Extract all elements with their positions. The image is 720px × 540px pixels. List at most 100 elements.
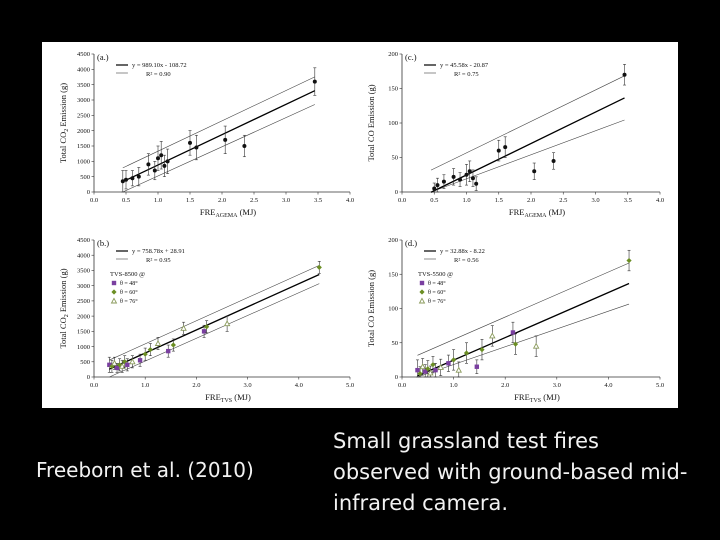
data-point	[430, 362, 436, 368]
y-tick-label: 4000	[77, 67, 90, 74]
data-point	[204, 324, 210, 330]
y-tick-label: 200	[388, 51, 398, 58]
data-point	[242, 144, 247, 148]
series-legend-entry: θ = 60°	[428, 289, 446, 296]
data-point	[125, 362, 130, 368]
data-point	[489, 332, 496, 339]
description-caption: Small grassland test fires observed with…	[333, 429, 688, 515]
x-tick-label: 0.0	[90, 382, 98, 389]
data-point	[124, 177, 128, 182]
y-tick-label: 150	[388, 86, 398, 93]
lower-confidence-line	[417, 303, 630, 378]
y-tick-label: 3000	[77, 97, 90, 104]
fit-r2: R² = 0.90	[146, 71, 171, 78]
lower-confidence-line	[430, 119, 625, 193]
x-tick-label: 1.5	[495, 197, 503, 204]
panel-label: (c.)	[405, 52, 417, 62]
x-tick-label: 5.0	[656, 382, 664, 389]
data-point	[425, 366, 431, 372]
x-tick-label: 2.0	[192, 382, 200, 389]
data-point	[147, 347, 153, 353]
y-axis-label: Total CO2 Emission (g)	[58, 268, 70, 348]
panel-1: 0.0 0.5 1.0 1.5 2.0 2.5 3.0 3.5 4.0 0 500 1000 1500 2…	[58, 51, 354, 219]
x-tick-label: 2.5	[559, 197, 567, 204]
series-legend-entry: θ = 76°	[428, 298, 446, 305]
y-tick-label: 0	[87, 189, 90, 196]
series-legend-marker	[419, 289, 425, 295]
y-tick-label: 1000	[77, 344, 90, 351]
data-point	[146, 162, 151, 167]
x-tick-label: 1.0	[450, 382, 458, 389]
figure-panel: 0.0 0.5 1.0 1.5 2.0 2.5 3.0 3.5 4.0 0 500 1000 1500 2…	[42, 42, 678, 408]
x-tick-label: 4.0	[604, 382, 612, 389]
y-tick-label: 4500	[77, 237, 90, 244]
y-tick-label: 2000	[77, 128, 90, 135]
lower-confidence-line	[122, 104, 315, 193]
y-tick-label: 1500	[77, 329, 90, 336]
y-tick-label: 3500	[77, 82, 90, 89]
data-point	[532, 169, 537, 174]
x-tick-label: 2.0	[527, 197, 535, 204]
lower-confidence-line	[109, 283, 320, 378]
regression-line	[430, 97, 625, 193]
data-point	[451, 357, 457, 363]
data-point	[107, 362, 112, 368]
data-point	[441, 179, 446, 184]
fit-equation: y = 45.58x - 20.87	[440, 62, 489, 69]
x-tick-label: 1.0	[154, 197, 162, 204]
fit-r2: R² = 0.95	[146, 257, 171, 264]
x-tick-label: 0.0	[398, 382, 406, 389]
x-tick-label: 3.0	[244, 382, 252, 389]
y-tick-label: 3500	[77, 268, 90, 275]
x-tick-label: 1.0	[141, 382, 149, 389]
data-point	[437, 363, 444, 370]
y-tick-label: 1500	[77, 143, 90, 150]
x-axis-label: FRETVS (MJ)	[514, 392, 560, 404]
data-point	[129, 358, 136, 365]
series-legend-entry: θ = 48°	[120, 280, 138, 287]
data-point	[455, 366, 463, 373]
data-point	[130, 176, 135, 181]
y-tick-label: 3000	[77, 283, 90, 290]
y-tick-label: 2000	[77, 313, 90, 320]
x-tick-label: 1.0	[462, 197, 470, 204]
data-point	[156, 156, 160, 161]
data-point	[510, 330, 516, 335]
fit-r2: R² = 0.56	[454, 257, 479, 264]
panel-4: 0.0 1.0 2.0 3.0 4.0 5.0 0 50 100 150 200 (d.) y = 32…	[366, 237, 664, 404]
x-tick-label: 2.0	[501, 382, 509, 389]
series-legend-entry: θ = 60°	[120, 289, 138, 296]
data-point	[479, 347, 485, 353]
data-point	[154, 339, 162, 346]
data-point	[165, 159, 170, 164]
data-point	[180, 324, 187, 331]
y-tick-label: 50	[392, 155, 399, 162]
data-point	[162, 163, 167, 168]
data-point	[109, 363, 115, 369]
y-tick-label: 50	[392, 340, 399, 347]
regression-line	[109, 273, 320, 370]
upper-confidence-line	[430, 75, 625, 171]
panel-label: (b.)	[97, 238, 109, 248]
x-tick-label: 2.0	[218, 197, 226, 204]
x-tick-label: 1.5	[186, 197, 194, 204]
upper-confidence-line	[417, 262, 630, 356]
series-legend-marker	[111, 280, 117, 286]
data-point	[451, 174, 456, 179]
data-point	[312, 79, 317, 84]
data-point	[503, 145, 508, 150]
y-tick-label: 1000	[77, 159, 90, 166]
y-tick-label: 0	[87, 374, 90, 381]
fit-equation: y = 758.78x + 28.91	[132, 248, 185, 255]
data-point	[496, 148, 501, 153]
data-point	[120, 179, 125, 184]
data-point	[458, 177, 463, 182]
x-tick-label: 0.5	[122, 197, 130, 204]
fit-equation: y = 32.88x - 8.22	[440, 248, 485, 255]
panel-2: 0.0 0.5 1.0 1.5 2.0 2.5 3.0 3.5 4.0 0 50 100 150 200 (…	[366, 51, 664, 219]
x-tick-label: 2.5	[250, 197, 258, 204]
y-axis-label: Total CO2 Emission (g)	[58, 83, 70, 163]
data-point	[532, 342, 540, 349]
data-point	[118, 362, 126, 369]
data-point	[201, 329, 207, 334]
